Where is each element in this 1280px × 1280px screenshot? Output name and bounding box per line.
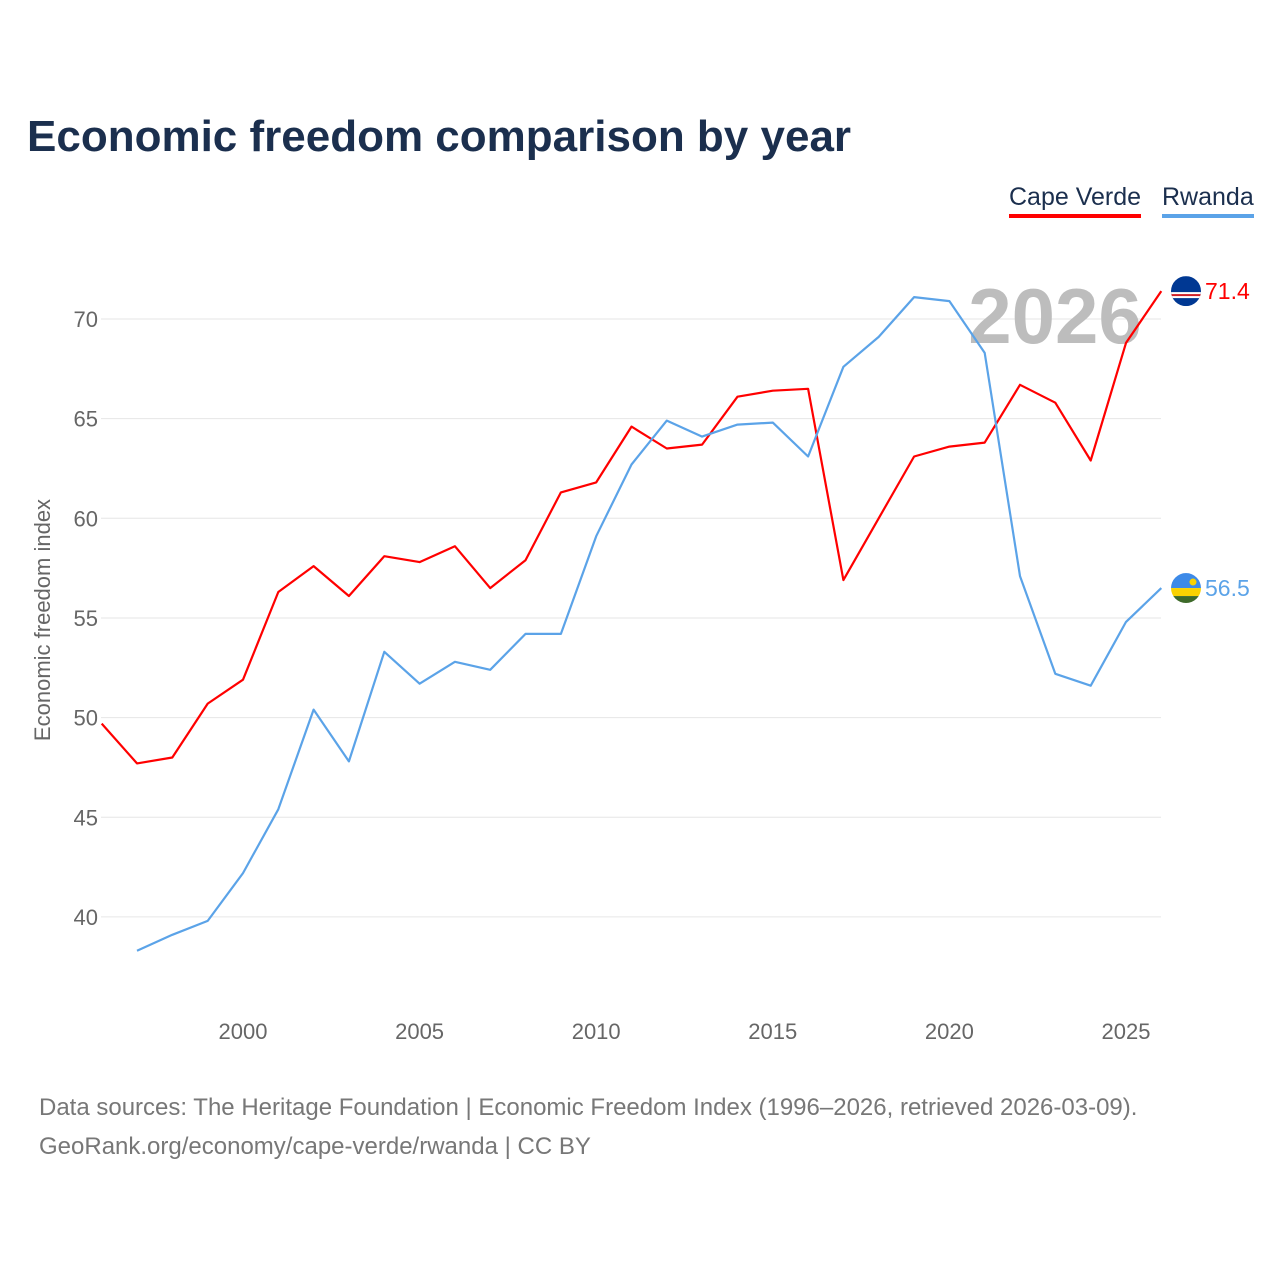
x-tick-label: 2005 <box>395 1019 444 1044</box>
flag <box>1171 573 1201 604</box>
y-axis-label: Economic freedom index <box>30 499 55 741</box>
x-tick-label: 2000 <box>219 1019 268 1044</box>
rwanda-flag-icon <box>1171 573 1201 604</box>
flag-red <box>1171 294 1201 297</box>
y-tick-label: 40 <box>74 905 98 930</box>
flag <box>1171 276 1201 307</box>
flag-yellow <box>1171 588 1201 597</box>
x-tick-label: 2025 <box>1102 1019 1151 1044</box>
chart-title: Economic freedom comparison by year <box>27 112 852 161</box>
legend-rwanda[interactable]: Rwanda <box>1162 183 1254 218</box>
legend-cape-verde[interactable]: Cape Verde <box>1009 183 1142 218</box>
y-tick-label: 60 <box>74 506 98 531</box>
flag-blue <box>1171 276 1201 307</box>
y-tick-label: 65 <box>74 407 98 432</box>
flag-blue <box>1171 573 1201 589</box>
y-tick-label: 70 <box>74 307 98 332</box>
series-line-rwanda <box>136 296 1163 952</box>
footer: Data sources: The Heritage Foundation | … <box>39 1088 1137 1166</box>
end-value-label: 71.4 <box>1205 278 1250 304</box>
footer-sources: Data sources: The Heritage Foundation | … <box>39 1094 1138 1121</box>
series-line-cape-verde <box>100 290 1163 765</box>
flag-sun <box>1189 578 1197 586</box>
end-value-label: 56.5 <box>1205 575 1250 601</box>
cape-verde-flag-icon <box>1171 276 1201 307</box>
year-watermark: 2026 <box>968 272 1142 360</box>
footer-link[interactable]: GeoRank.org/economy/cape-verde/rwanda | … <box>39 1133 591 1160</box>
line-chart: 40 45 50 55 60 65 70 2000 2005 2010 2015 2020 2025 2… <box>30 272 1250 1044</box>
x-tick-label: 2015 <box>748 1019 797 1044</box>
x-tick-label: 2010 <box>572 1019 621 1044</box>
y-tick-label: 45 <box>74 805 98 830</box>
x-tick-label: 2020 <box>925 1019 974 1044</box>
y-tick-label: 55 <box>74 606 98 631</box>
y-tick-label: 50 <box>74 706 98 731</box>
flag-green <box>1171 596 1201 604</box>
